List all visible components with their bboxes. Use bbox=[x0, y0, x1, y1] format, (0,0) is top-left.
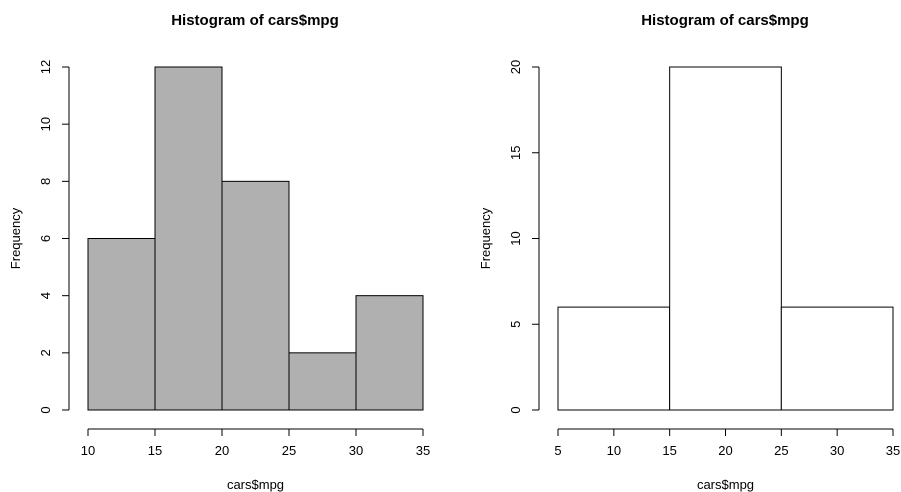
y-tick-label: 0 bbox=[38, 406, 53, 413]
y-tick-label: 8 bbox=[38, 178, 53, 185]
chart-title: Histogram of cars$mpg bbox=[641, 12, 809, 29]
x-tick-label: 25 bbox=[282, 443, 296, 458]
y-tick-label: 6 bbox=[38, 235, 53, 242]
y-tick-label: 2 bbox=[38, 349, 53, 356]
histogram-bar bbox=[355, 295, 424, 411]
x-tick-label: 5 bbox=[554, 443, 561, 458]
x-tick-label: 10 bbox=[607, 443, 621, 458]
y-tick-label: 20 bbox=[508, 60, 523, 74]
x-tick-label: 35 bbox=[416, 443, 430, 458]
x-tick-label: 30 bbox=[349, 443, 363, 458]
y-axis-title: Frequency bbox=[478, 207, 493, 269]
x-tick-label: 35 bbox=[886, 443, 900, 458]
y-axis-title: Frequency bbox=[8, 207, 23, 269]
y-tick-label: 12 bbox=[38, 60, 53, 74]
y-tick-label: 15 bbox=[508, 146, 523, 160]
y-tick-label: 10 bbox=[38, 117, 53, 131]
x-tick-label: 15 bbox=[148, 443, 162, 458]
histogram-right-panel: Histogram of cars$mpg 5 10 15 20 25 30 35 0 5 10 15… bbox=[478, 12, 900, 492]
y-tick-label: 5 bbox=[508, 321, 523, 328]
histogram-bar bbox=[87, 238, 156, 411]
x-tick-label: 15 bbox=[662, 443, 676, 458]
histogram-bar bbox=[154, 66, 223, 411]
y-tick-label: 4 bbox=[38, 292, 53, 299]
x-axis-title: cars$mpg bbox=[697, 477, 754, 492]
histogram-bar bbox=[780, 306, 894, 411]
x-tick-label: 25 bbox=[774, 443, 788, 458]
chart-title: Histogram of cars$mpg bbox=[171, 12, 339, 29]
histogram-bar bbox=[669, 66, 782, 411]
x-tick-label: 20 bbox=[718, 443, 732, 458]
histogram-left-panel: Histogram of cars$mpg 10 15 20 25 30 35 0 2 4 6 8 10… bbox=[8, 12, 430, 492]
x-tick-label: 20 bbox=[215, 443, 229, 458]
x-tick-label: 30 bbox=[830, 443, 844, 458]
x-tick-label: 10 bbox=[81, 443, 95, 458]
histogram-bar bbox=[557, 306, 671, 411]
y-tick-label: 0 bbox=[508, 406, 523, 413]
x-axis-title: cars$mpg bbox=[227, 477, 284, 492]
histogram-bar bbox=[288, 352, 357, 411]
y-tick-label: 10 bbox=[508, 231, 523, 245]
histogram-bar bbox=[221, 180, 290, 411]
